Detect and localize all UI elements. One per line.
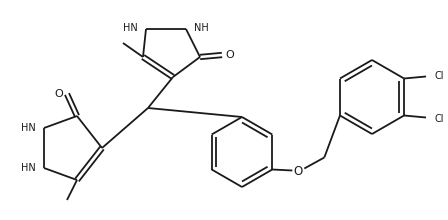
Text: O: O: [226, 50, 234, 60]
Text: HN: HN: [21, 163, 36, 173]
Text: Cl: Cl: [434, 70, 444, 81]
Text: O: O: [294, 165, 303, 178]
Text: Cl: Cl: [434, 114, 444, 123]
Text: HN: HN: [21, 123, 36, 133]
Text: NH: NH: [194, 23, 209, 33]
Text: O: O: [55, 89, 63, 99]
Text: HN: HN: [123, 23, 138, 33]
